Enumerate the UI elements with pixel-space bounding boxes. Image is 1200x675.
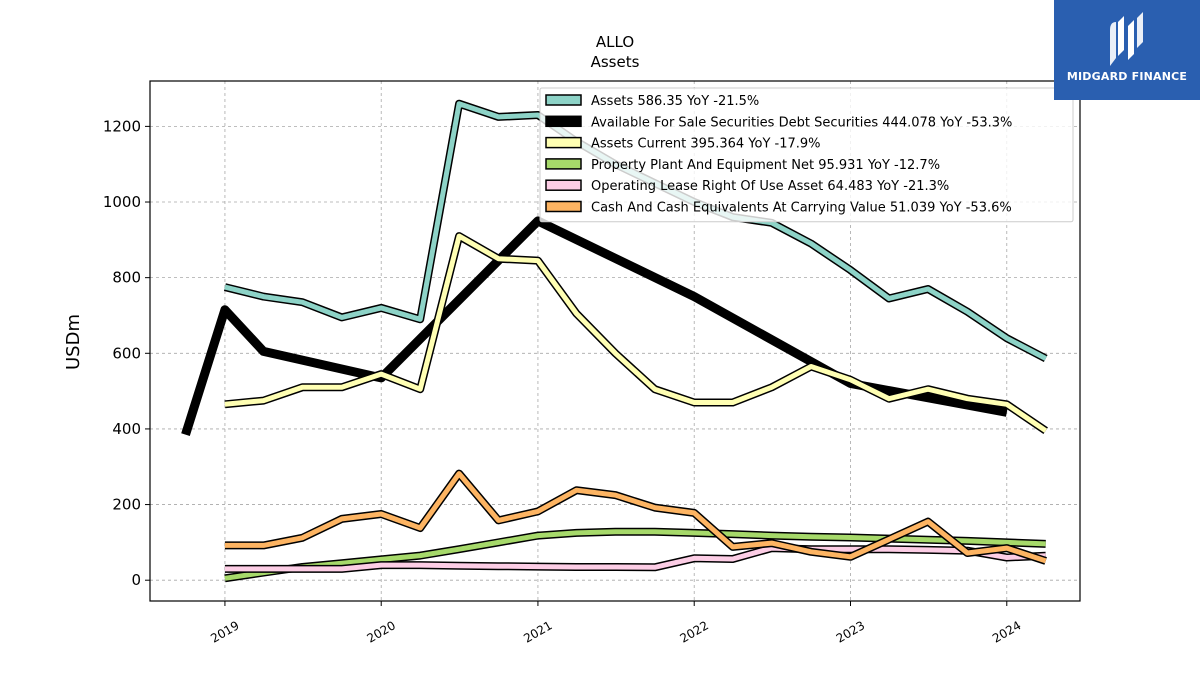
legend-item: Operating Lease Right Of Use Asset 64.48…	[545, 179, 949, 194]
legend-swatch	[545, 94, 582, 106]
y-tick-label: 800	[112, 269, 141, 287]
x-tick-label: 2021	[521, 618, 554, 645]
legend-label: Cash And Cash Equivalents At Carrying Va…	[591, 201, 1012, 216]
legend-swatch	[545, 115, 582, 128]
series-operating-lease-right-of-use-asset	[224, 544, 1046, 573]
y-tick-label: 600	[112, 344, 141, 362]
legend-item: Cash And Cash Equivalents At Carrying Va…	[545, 200, 1012, 216]
legend-item: Assets 586.35 YoY -21.5%	[545, 94, 759, 109]
legend-item: Property Plant And Equipment Net 95.931 …	[545, 158, 940, 173]
legend-item: Assets Current 395.364 YoY -17.9%	[545, 136, 821, 152]
y-tick-label: 1000	[103, 193, 141, 211]
legend-label: Property Plant And Equipment Net 95.931 …	[591, 158, 940, 173]
series-property-plant-and-equipment-net	[224, 527, 1046, 583]
y-tick-label: 200	[112, 496, 141, 514]
series-line	[224, 471, 1047, 564]
legend-swatch	[545, 200, 582, 213]
legend-box	[539, 87, 1074, 223]
chart-title: ALLO	[596, 33, 634, 51]
y-tick-label: 1200	[103, 117, 141, 135]
y-axis-label: USDm	[63, 314, 84, 370]
y-tick-label: 400	[112, 420, 141, 438]
series-assets-current	[224, 232, 1048, 435]
legend-item: Available For Sale Securities Debt Secur…	[545, 115, 1012, 130]
y-tick-label: 0	[131, 571, 141, 589]
legend: Assets 586.35 YoY -21.5% Available For Sa…	[539, 87, 1074, 223]
series-line	[224, 529, 1046, 581]
series-cash-and-cash-equivalents-at-carrying-value	[224, 469, 1047, 565]
series-line	[181, 216, 1008, 436]
x-tick-label: 2022	[677, 618, 710, 645]
x-tick-label: 2020	[364, 618, 397, 645]
legend-label: Assets Current 395.364 YoY -17.9%	[591, 137, 821, 152]
x-tick-label: 2019	[208, 618, 241, 645]
chart-subtitle: Assets	[591, 53, 640, 71]
brand-logo: MIDGARD FINANCE	[1054, 0, 1200, 100]
legend-label: Assets 586.35 YoY -21.5%	[591, 94, 759, 109]
brand-mark-icon	[1110, 12, 1143, 66]
legend-swatch	[545, 158, 582, 170]
x-tick-label: 2024	[990, 618, 1023, 645]
plot-frame	[149, 80, 1081, 602]
legend-swatch	[545, 179, 582, 191]
brand-name: MIDGARD FINANCE	[1066, 70, 1188, 83]
x-tick-label: 2023	[834, 618, 867, 645]
legend-swatch	[545, 136, 582, 149]
legend-label: Available For Sale Securities Debt Secur…	[591, 115, 1012, 130]
series-available-for-sale-securities-debt-securities	[181, 216, 1008, 436]
series-line	[224, 545, 1046, 572]
legend-label: Operating Lease Right Of Use Asset 64.48…	[591, 179, 949, 194]
series-line	[224, 233, 1048, 433]
